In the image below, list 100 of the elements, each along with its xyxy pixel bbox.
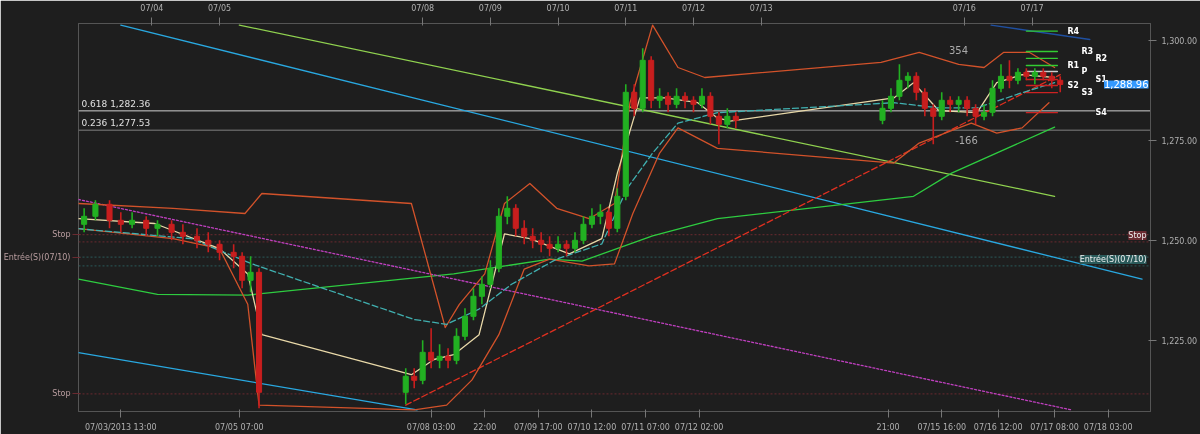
candlestick <box>168 219 175 242</box>
candlestick <box>478 275 485 306</box>
candlestick <box>896 63 903 102</box>
x2-tick-label: 07/10 <box>546 3 570 13</box>
candlestick <box>964 95 971 118</box>
line-series <box>78 24 1056 329</box>
x-tick-label: 07/09 17:00 <box>514 422 563 432</box>
candlestick <box>997 63 1005 94</box>
candlestick <box>521 219 528 246</box>
text: R3 <box>1081 47 1094 56</box>
candlestick <box>938 91 945 122</box>
x-tick-label: 07/18 03:00 <box>1083 422 1133 432</box>
x-tick-label: 07/11 07:00 <box>621 422 670 432</box>
y-tick-label: 1,300.00 <box>1161 36 1198 46</box>
ref-line-label: Stop <box>52 230 71 240</box>
x2-tick-label: 07/04 <box>140 3 164 13</box>
candlestick <box>665 91 672 114</box>
candlestick <box>673 87 680 110</box>
candlestick <box>512 203 519 238</box>
candlestick <box>247 255 254 294</box>
candlestick <box>230 243 237 270</box>
text: S4 <box>1095 108 1108 118</box>
x2-tick-label: 07/17 <box>1020 3 1044 13</box>
series-label: R4 <box>1067 26 1080 36</box>
x-tick-label: 07/12 02:00 <box>674 422 724 432</box>
candlestick <box>580 215 587 246</box>
candlestick <box>597 203 604 226</box>
candlestick <box>411 367 418 390</box>
candlestick <box>193 227 201 250</box>
candlestick <box>989 79 996 118</box>
candlestick <box>529 227 536 250</box>
candlestick <box>205 231 212 254</box>
candlestick <box>546 235 553 258</box>
annotation: 354 <box>948 44 969 56</box>
candlestick <box>698 87 705 110</box>
y-tick-label: 1,225.00 <box>1161 336 1198 346</box>
candlestick <box>930 103 937 146</box>
candlestick <box>571 231 579 254</box>
x2-tick-label: 07/11 <box>614 3 638 13</box>
text: R2 <box>1095 53 1108 63</box>
ref-line-label: Stop <box>1128 230 1147 240</box>
line-series <box>78 126 1056 296</box>
candlestick <box>179 223 186 246</box>
x-tick-label: 21:00 <box>876 422 900 432</box>
candlestick <box>143 215 150 238</box>
x2-tick-label: 07/16 <box>952 3 976 13</box>
ref-line-label: Entrée(S)(07/10) <box>1079 253 1147 264</box>
candlestick <box>239 251 246 290</box>
x-tick-label: 07/15 16:00 <box>917 422 967 432</box>
x-tick-label: 07/05 07:00 <box>214 422 264 432</box>
candlestick <box>445 347 452 370</box>
candlestick <box>656 87 663 110</box>
ref-line-label: Entrée(S)(07/10) <box>3 251 71 262</box>
candlestick <box>402 367 409 406</box>
x-tick-label: 07/08 03:00 <box>406 422 456 432</box>
candlestick <box>81 207 88 234</box>
x-tick-label: 22:00 <box>473 422 497 432</box>
candlestick <box>428 327 435 370</box>
candlestick <box>605 207 612 238</box>
annotation: -166 <box>955 134 978 146</box>
x2-tick-label: 07/12 <box>681 3 706 13</box>
candlestick <box>724 107 731 130</box>
candlestick <box>972 103 979 126</box>
candlestick <box>504 195 511 226</box>
candlestick <box>1006 59 1013 90</box>
candlestick <box>715 111 722 146</box>
candlestick <box>487 259 494 290</box>
candlestick <box>117 211 124 234</box>
x2-tick-label: 07/13 <box>749 3 773 13</box>
candlestick <box>92 199 99 222</box>
candlestick <box>921 87 928 118</box>
x2-tick-label: 07/08 <box>411 3 435 13</box>
x-tick-label: 07/03/2013 13:00 <box>84 422 157 432</box>
candlestick <box>707 91 714 126</box>
text: P <box>1081 67 1088 76</box>
candlestick <box>879 99 886 126</box>
candlestick <box>588 207 595 230</box>
y-tick-label: 1,250.00 <box>1161 236 1198 246</box>
candlestick <box>470 287 477 322</box>
ref-line-label: 0.618 1,282.36 <box>81 98 151 109</box>
x2-tick-label: 07/05 <box>208 3 232 13</box>
candlestick <box>106 199 113 230</box>
candlestick <box>436 343 443 370</box>
ref-line-label: 0.236 1,277.53 <box>81 118 151 129</box>
x-tick-label: 07/10 12:00 <box>567 422 617 432</box>
candlestick <box>216 239 223 262</box>
candlestick <box>538 231 545 254</box>
series-label: R1 <box>1067 61 1080 70</box>
text: S3 <box>1081 88 1093 98</box>
candlestick <box>453 327 460 366</box>
series-label: S2 <box>1067 81 1079 90</box>
x2-tick-label: 07/09 <box>478 3 502 13</box>
y-tick-label: 1,275.00 <box>1161 136 1198 146</box>
ref-line-label: Stop <box>52 389 71 399</box>
candlestick <box>913 71 920 102</box>
candlestick <box>461 307 469 342</box>
x-tick-label: 07/16 12:00 <box>973 422 1023 432</box>
candlestick <box>887 87 894 114</box>
x-tick-label: 07/17 08:00 <box>1030 422 1079 432</box>
candlestick <box>631 83 638 118</box>
